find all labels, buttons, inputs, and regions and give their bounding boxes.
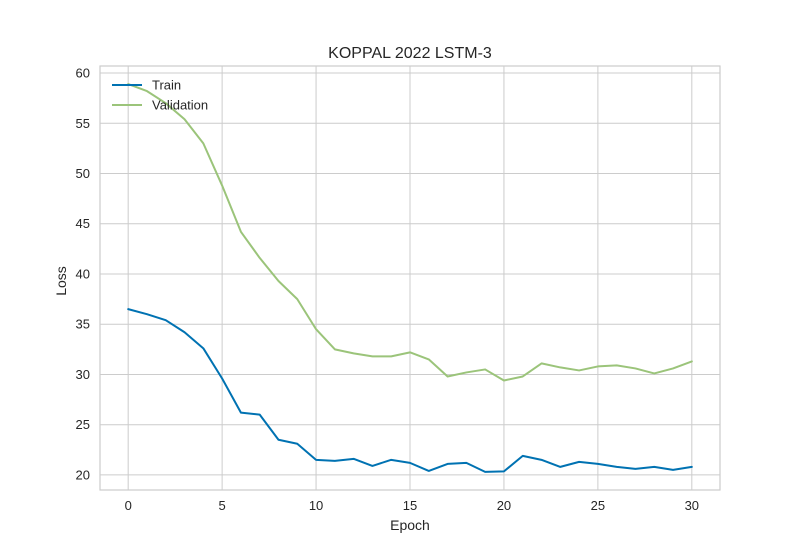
x-tick-label: 15	[403, 498, 417, 513]
y-tick-label: 35	[76, 317, 90, 332]
legend-label: Train	[152, 78, 181, 93]
x-axis-label: Epoch	[390, 517, 430, 533]
grid	[100, 66, 720, 490]
y-axis-label: Loss	[53, 266, 69, 296]
y-tick-label: 55	[76, 116, 90, 131]
x-tick-label: 30	[685, 498, 699, 513]
y-tick-label: 25	[76, 417, 90, 432]
x-tick-label: 10	[309, 498, 323, 513]
series-line-validation	[127, 83, 693, 382]
plot-frame	[99, 65, 721, 491]
legend-label: Validation	[152, 98, 208, 113]
series-line-train	[127, 308, 693, 473]
x-tick-labels: 0 5 10 15 20 25 30	[125, 498, 699, 513]
y-tick-label: 50	[76, 166, 90, 181]
x-tick-label: 20	[497, 498, 511, 513]
y-tick-label: 60	[76, 66, 90, 81]
x-tick-label: 5	[219, 498, 226, 513]
y-tick-label: 45	[76, 216, 90, 231]
x-tick-label: 25	[591, 498, 605, 513]
x-tick-label: 0	[125, 498, 132, 513]
y-tick-label: 30	[76, 367, 90, 382]
y-tick-label: 20	[76, 467, 90, 482]
y-tick-labels: 20 25 30 35 40 45 50 55 60	[76, 66, 90, 483]
legend: Train Validation	[112, 78, 208, 113]
series-group	[127, 83, 693, 473]
chart-title: KOPPAL 2022 LSTM-3	[328, 45, 492, 62]
y-tick-label: 40	[76, 266, 90, 281]
